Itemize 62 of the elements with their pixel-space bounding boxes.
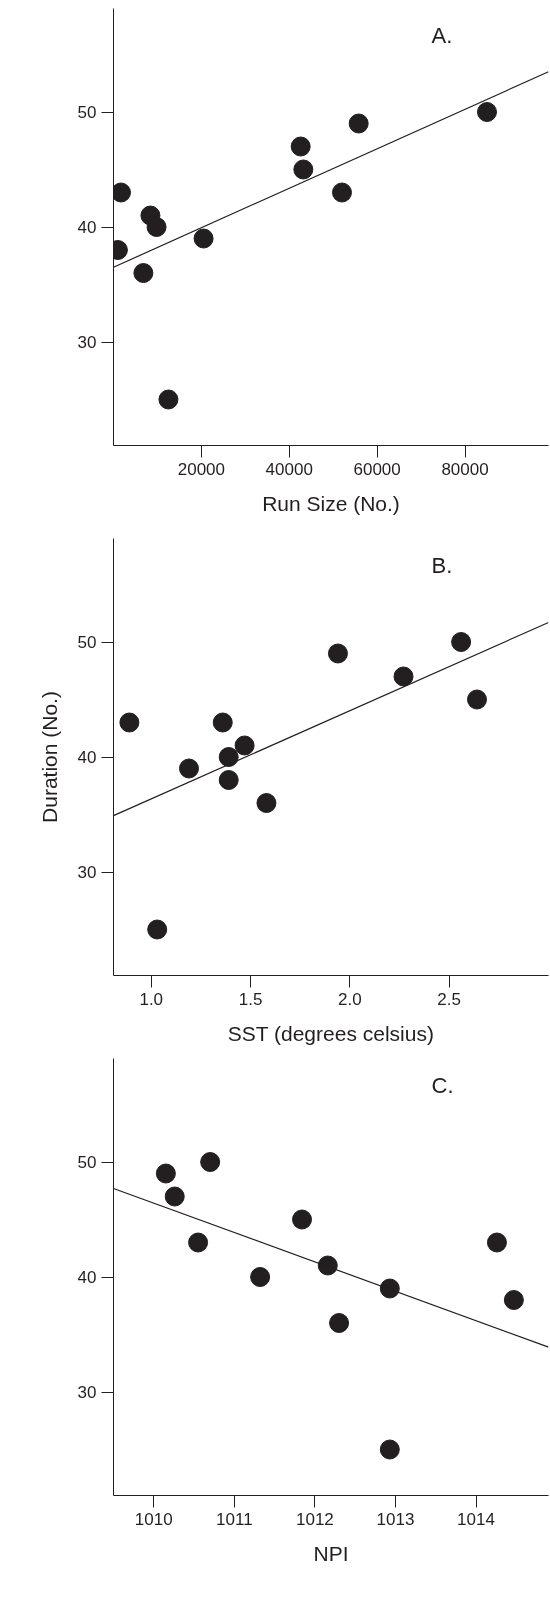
y-tick-label: 50 [77, 103, 97, 122]
point [164, 1186, 185, 1207]
point [393, 666, 414, 687]
point [218, 747, 239, 767]
point [234, 735, 255, 756]
point [503, 1290, 524, 1310]
point [327, 643, 348, 664]
annotation: C. [431, 1072, 454, 1098]
point [379, 1278, 400, 1299]
x-tick-label: 60000 [353, 459, 401, 479]
y-tick-label: 50 [77, 1153, 97, 1172]
x-tick-label: 1010 [134, 1509, 173, 1529]
point [147, 919, 168, 940]
y-tick-label: 40 [77, 1268, 97, 1287]
x-tick-label: 2.5 [437, 989, 462, 1009]
point [331, 182, 352, 203]
point [293, 159, 314, 180]
annotation: A. [431, 22, 453, 48]
point [200, 1152, 221, 1172]
x-tick-label: 40000 [265, 459, 313, 479]
point [218, 770, 239, 790]
point [212, 712, 233, 733]
point [348, 113, 369, 134]
point [158, 389, 179, 410]
point [193, 228, 214, 249]
point [188, 1232, 209, 1253]
x-tick-label: 1013 [376, 1509, 415, 1529]
point [178, 758, 199, 779]
y-tick-label: 40 [77, 748, 97, 767]
point [146, 217, 167, 237]
x-axis-title: SST (degrees celsius) [227, 1021, 434, 1045]
point [119, 712, 140, 733]
point [292, 1209, 312, 1230]
x-tick-label: 1.0 [139, 989, 164, 1009]
point [250, 1267, 271, 1287]
y-tick-label: 30 [77, 333, 97, 352]
x-tick-label: 1012 [295, 1509, 334, 1529]
point [290, 136, 311, 157]
x-axis-title: Run Size (No.) [262, 491, 400, 515]
point [133, 263, 154, 283]
y-tick-label: 30 [77, 863, 97, 882]
point [486, 1232, 507, 1253]
y-axis-title: Duration (No.) [37, 691, 61, 823]
point [466, 689, 487, 710]
y-tick-label: 50 [77, 633, 97, 652]
point [256, 793, 277, 813]
point [317, 1255, 338, 1276]
point [451, 632, 472, 652]
y-tick-label: 30 [77, 1383, 97, 1402]
y-tick-label: 40 [77, 218, 97, 237]
x-tick-label: 1011 [216, 1509, 253, 1529]
point [379, 1439, 400, 1460]
x-tick-label: 2.0 [338, 989, 362, 1009]
annotation: B. [431, 552, 453, 578]
x-tick-label: 1014 [457, 1509, 495, 1529]
x-axis-title: NPI [313, 1541, 349, 1565]
point [476, 102, 497, 122]
point [155, 1163, 176, 1184]
x-tick-label: 80000 [441, 459, 489, 479]
point [329, 1313, 350, 1333]
x-tick-label: 1.5 [238, 989, 263, 1009]
x-tick-label: 20000 [177, 459, 226, 479]
